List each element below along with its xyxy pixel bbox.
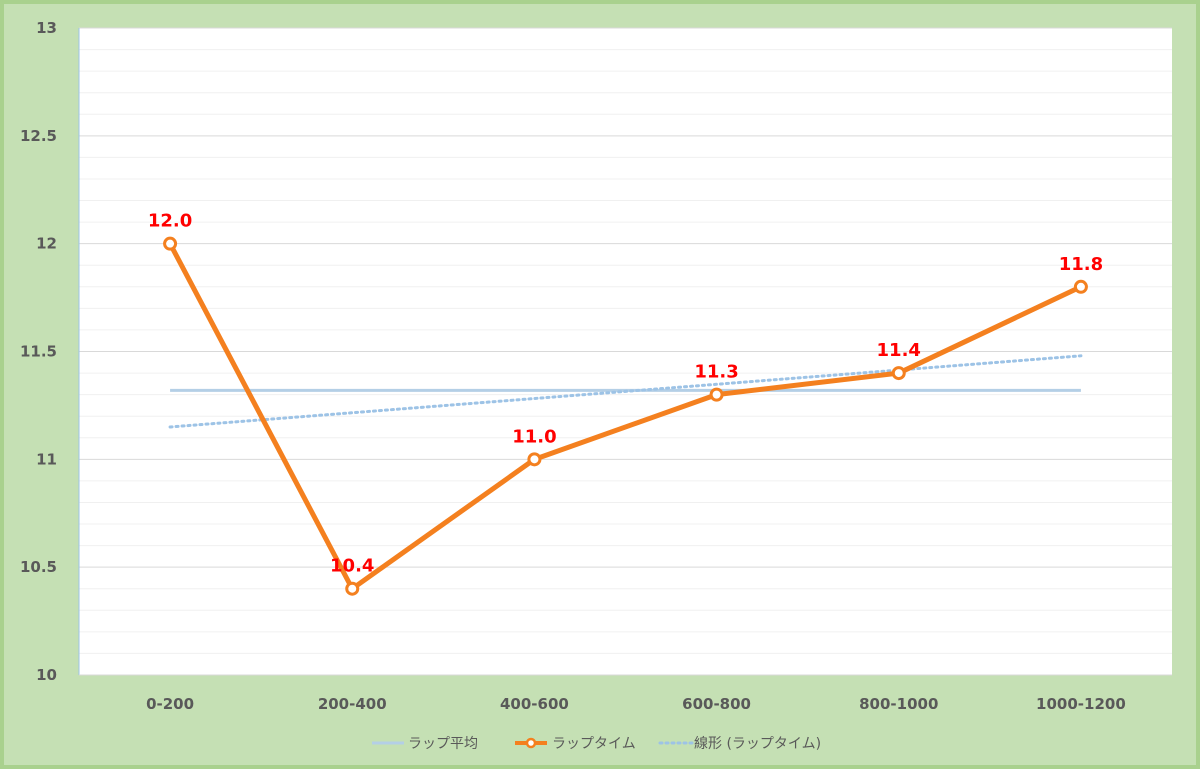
x-tick-label: 1000-1200 (1036, 695, 1126, 713)
legend: ラップ平均 ラップタイム 線形 (ラップタイム) (372, 736, 821, 752)
x-tick-label: 200-400 (318, 695, 387, 713)
data-label: 11.0 (512, 426, 556, 447)
data-point (163, 236, 178, 251)
y-tick-label: 13 (36, 19, 57, 37)
data-label: 10.4 (330, 556, 374, 577)
y-tick-label: 12.5 (20, 127, 57, 145)
legend-label: 線形 (ラップタイム) (694, 736, 821, 752)
data-label: 11.8 (1059, 254, 1103, 275)
data-label: 11.3 (694, 362, 738, 383)
x-tick-label: 0-200 (146, 695, 194, 713)
data-label: 12.0 (148, 211, 192, 232)
legend-label: ラップ平均 (408, 736, 478, 752)
x-tick-labels: 0-200 200-400 400-600 600-800 800-1000 1000-1… (146, 695, 1126, 713)
y-tick-labels: 10 10.5 11 11.5 12 12.5 13 (20, 19, 57, 684)
data-point (891, 366, 906, 381)
x-tick-label: 600-800 (682, 695, 751, 713)
y-tick-label: 12 (36, 235, 57, 253)
legend-marker (525, 737, 537, 749)
grid-lines (79, 27, 1172, 654)
x-tick-label: 800-1000 (859, 695, 938, 713)
series-line-laptime (167, 242, 1082, 592)
series-line-trend (168, 354, 1083, 429)
data-point (527, 452, 542, 467)
y-tick-label: 11 (36, 450, 57, 468)
y-tick-label: 10.5 (20, 558, 57, 576)
x-tick-label: 400-600 (500, 695, 569, 713)
y-tick-label: 11.5 (20, 343, 57, 361)
data-point (709, 387, 724, 402)
data-label: 11.4 (877, 340, 921, 361)
data-point (345, 581, 360, 596)
series-layer: 12.0 10.4 11.0 11.3 11.4 11.8 (148, 211, 1103, 596)
y-tick-label: 10 (36, 666, 57, 684)
data-point (1073, 279, 1088, 294)
legend-label: ラップタイム (552, 736, 636, 752)
